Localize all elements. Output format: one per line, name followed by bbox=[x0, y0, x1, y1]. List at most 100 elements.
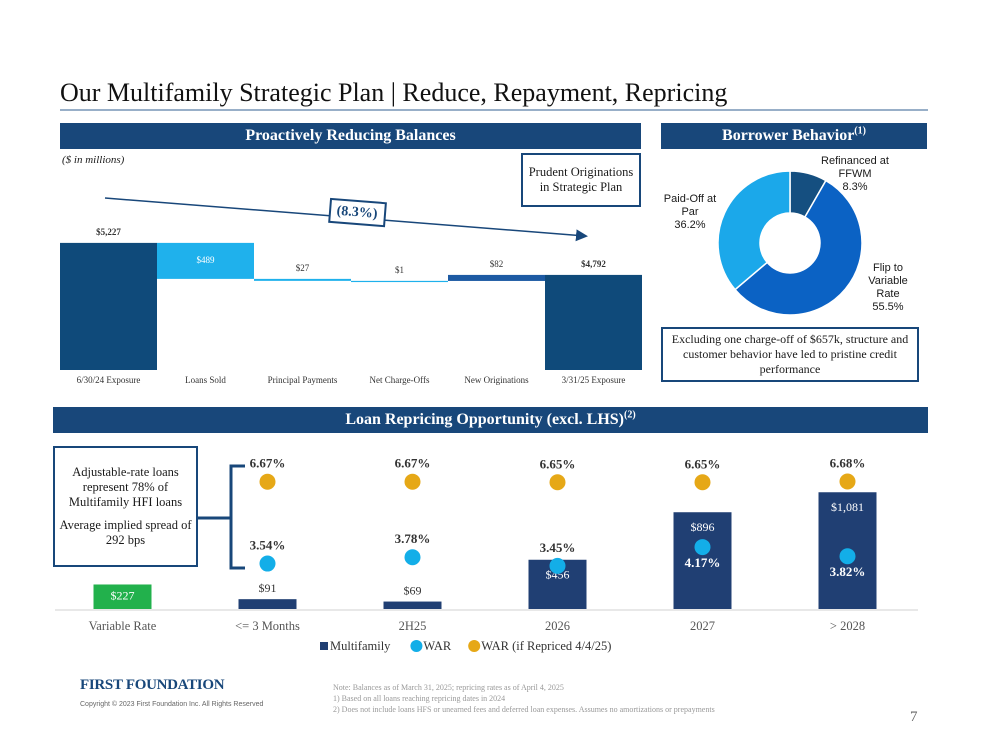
annotation-box: Prudent Originations in Strategic Plan bbox=[521, 153, 641, 207]
dot bbox=[839, 548, 856, 565]
header-text: Borrower Behavior bbox=[722, 127, 855, 144]
header-text: Proactively Reducing Balances bbox=[245, 127, 456, 144]
note-box: Excluding one charge-off of $657k, struc… bbox=[661, 327, 919, 382]
section-header: Borrower Behavior(1) bbox=[661, 123, 927, 149]
logo: FIRST FOUNDATION bbox=[80, 677, 225, 693]
legend-swatch bbox=[320, 642, 328, 650]
pie-slice bbox=[717, 170, 791, 291]
bar bbox=[254, 278, 351, 281]
value-label: $82 bbox=[490, 259, 504, 269]
value-label: $1 bbox=[395, 265, 404, 275]
legend-label: WAR (if Repriced 4/4/25) bbox=[481, 639, 611, 653]
note-line: 1) Based on all loans reaching repricing… bbox=[333, 694, 506, 703]
x-tick-label: 2H25 bbox=[399, 619, 427, 633]
value-label: $4,792 bbox=[581, 259, 606, 269]
legend-label: WAR bbox=[423, 639, 451, 653]
slice-name: Paid-Off at Par bbox=[663, 193, 717, 218]
section-header: Loan Repricing Opportunity (excl. LHS)(2… bbox=[53, 407, 928, 433]
dot-label: 6.67% bbox=[395, 456, 431, 471]
slice-name: Refinanced at FFWM bbox=[821, 155, 889, 180]
dot-label: 6.65% bbox=[685, 456, 721, 471]
bar bbox=[157, 242, 254, 279]
footnote-ref: (2) bbox=[624, 409, 636, 421]
change-badge: (8.3%) bbox=[328, 197, 387, 228]
copyright: Copyright © 2023 First Foundation Inc. A… bbox=[80, 701, 264, 708]
x-tick-label: Net Charge-Offs bbox=[370, 375, 430, 385]
dot-label: 3.54% bbox=[250, 538, 286, 553]
value-label: $896 bbox=[691, 520, 715, 534]
callout-text: Adjustable-rate loans represent 78% of M… bbox=[68, 465, 183, 509]
value-label: $91 bbox=[259, 581, 277, 595]
x-tick-label: 6/30/24 Exposure bbox=[77, 375, 141, 385]
dot bbox=[549, 557, 566, 574]
value-label: $227 bbox=[111, 588, 135, 602]
dot bbox=[549, 474, 566, 491]
x-tick-label: > 2028 bbox=[830, 619, 865, 633]
x-tick-label: Principal Payments bbox=[268, 375, 338, 385]
value-label: $489 bbox=[197, 255, 216, 265]
legend-label: Multifamily bbox=[330, 639, 391, 653]
value-label: $1,081 bbox=[831, 500, 864, 514]
slice-value: 55.5% bbox=[872, 301, 904, 313]
bar bbox=[673, 512, 732, 609]
callout-box: Adjustable-rate loans represent 78% of M… bbox=[53, 446, 198, 567]
bar bbox=[238, 599, 297, 609]
dot bbox=[404, 549, 421, 566]
slice-name: Flip to Variable Rate bbox=[868, 262, 908, 300]
dot bbox=[694, 539, 711, 556]
bar bbox=[93, 584, 152, 609]
value-label: $27 bbox=[296, 263, 310, 273]
value-label: $5,227 bbox=[96, 227, 121, 237]
bar bbox=[351, 280, 448, 283]
bracket bbox=[197, 464, 245, 570]
dot bbox=[259, 473, 276, 490]
slice-label: Paid-Off at Par 36.2% bbox=[660, 193, 720, 232]
pie-center-label: FY24 Activity bbox=[767, 227, 813, 256]
slice-value: 36.2% bbox=[674, 219, 706, 231]
dot bbox=[404, 473, 421, 490]
x-tick-label: 2026 bbox=[545, 619, 570, 633]
x-tick-label: 2027 bbox=[690, 619, 715, 633]
unit-note: ($ in millions) bbox=[62, 154, 125, 166]
x-tick-label: 3/31/25 Exposure bbox=[562, 375, 626, 385]
dot-label: 3.78% bbox=[395, 531, 431, 546]
slice-label: Flip to Variable Rate 55.5% bbox=[858, 262, 918, 314]
dot-label: 6.68% bbox=[830, 455, 866, 470]
dot bbox=[259, 555, 276, 572]
slice-label: Refinanced at FFWM 8.3% bbox=[820, 155, 890, 194]
x-tick-label: Variable Rate bbox=[89, 619, 157, 633]
note-text: Excluding one charge-off of $657k, struc… bbox=[671, 332, 909, 376]
dot-label: 3.82% bbox=[830, 564, 866, 579]
badge-text: (8.3%) bbox=[336, 204, 378, 222]
legend-swatch bbox=[468, 640, 481, 652]
x-tick-label: Loans Sold bbox=[185, 375, 226, 385]
dot bbox=[694, 474, 711, 491]
bar bbox=[545, 274, 642, 370]
note-line: Note: Balances as of March 31, 2025; rep… bbox=[333, 683, 564, 692]
x-tick-label: <= 3 Months bbox=[235, 619, 300, 633]
badge-box bbox=[328, 197, 387, 228]
annotation-text: Prudent Originations in Strategic Plan bbox=[528, 165, 634, 194]
footnote-ref: (1) bbox=[854, 125, 866, 137]
legend-swatch bbox=[410, 640, 423, 652]
dot-label: 3.45% bbox=[540, 540, 576, 555]
dot-label: 6.67% bbox=[250, 456, 286, 471]
page-title: Our Multifamily Strategic Plan | Reduce,… bbox=[60, 78, 727, 107]
section-header: Proactively Reducing Balances bbox=[60, 123, 641, 149]
page-number: 7 bbox=[910, 709, 918, 725]
dot bbox=[839, 473, 856, 490]
x-tick-label: New Originations bbox=[464, 375, 529, 385]
header-text: Loan Repricing Opportunity (excl. LHS) bbox=[345, 411, 624, 428]
bar bbox=[383, 601, 442, 609]
pie-slice bbox=[734, 179, 863, 316]
note-line: 2) Does not include loans HFS or unearne… bbox=[333, 705, 715, 714]
value-label: $69 bbox=[404, 583, 422, 597]
bar bbox=[60, 242, 157, 370]
notes: Note: Balances as of March 31, 2025; rep… bbox=[333, 682, 715, 715]
slice-value: 8.3% bbox=[842, 181, 868, 193]
dot-label: 4.17% bbox=[685, 555, 721, 570]
bar bbox=[448, 274, 545, 281]
dot-label: 6.65% bbox=[540, 456, 576, 471]
